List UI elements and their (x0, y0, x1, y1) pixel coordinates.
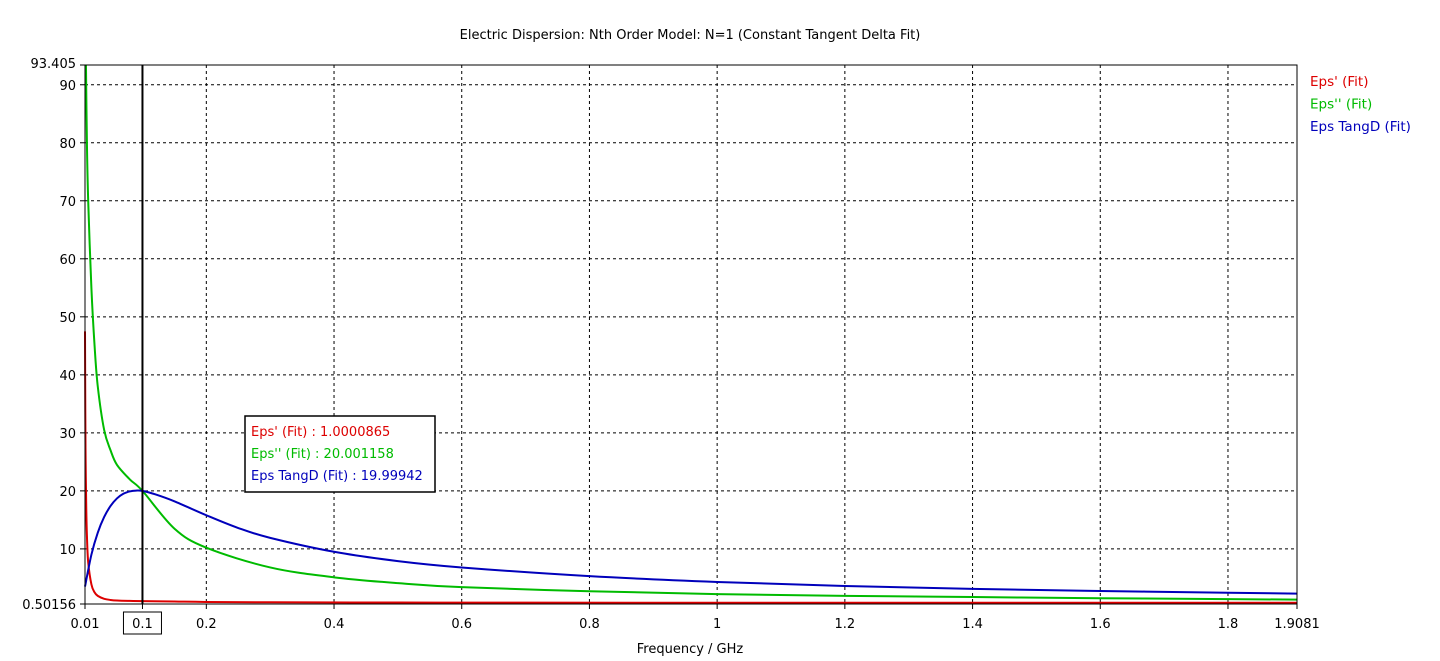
x-tick-label: 0.4 (324, 617, 345, 632)
x-axis-label: Frequency / GHz (637, 642, 744, 657)
y-axis: 93.405 90 80 70 60 50 40 30 20 10 0.50156 (22, 57, 85, 613)
y-tick-label: 80 (59, 137, 76, 152)
chart-title: Electric Dispersion: Nth Order Model: N=… (460, 28, 921, 43)
legend: Eps' (Fit) Eps'' (Fit) Eps TangD (Fit) (1310, 74, 1411, 135)
legend-item[interactable]: Eps' (Fit) (1310, 74, 1369, 90)
y-tick-label: 90 (59, 79, 76, 94)
legend-item[interactable]: Eps'' (Fit) (1310, 97, 1372, 113)
y-tick-label: 10 (59, 543, 76, 558)
x-tick-label: 0.6 (451, 617, 472, 632)
plot-area[interactable] (84, 64, 1298, 605)
x-tick-label: 1.8 (1218, 617, 1239, 632)
y-tick-label: 30 (59, 427, 76, 442)
x-tick-label: 1.2 (835, 617, 856, 632)
x-tick-label: 0.2 (196, 617, 217, 632)
y-tick-label: 0.50156 (22, 598, 76, 613)
y-tick-label: 40 (59, 369, 76, 384)
cursor-layer: Eps' (Fit) : 1.0000865 Eps'' (Fit) : 20.0… (122, 65, 436, 635)
series-line-eps-tangd-fit (84, 489, 1298, 595)
grid (85, 65, 1297, 604)
series-line-eps-fit (84, 65, 1298, 601)
cursor-readout-text: Eps'' (Fit) : 20.001158 (251, 447, 394, 462)
cursor-readout-text: Eps TangD (Fit) : 19.99942 (251, 469, 423, 484)
y-tick-label: 60 (59, 253, 76, 268)
y-tick-label: 70 (59, 195, 76, 210)
x-tick-label: 0.1 (132, 617, 153, 632)
series-layer (84, 65, 1298, 604)
legend-item[interactable]: Eps TangD (Fit) (1310, 119, 1411, 135)
series-line-eps-fit (84, 331, 1297, 604)
x-tick-label: 1.4 (962, 617, 983, 632)
y-tick-label: 50 (59, 311, 76, 326)
cursor-x-marker (122, 611, 162, 635)
cursor-readout-text: Eps' (Fit) : 1.0000865 (251, 425, 390, 440)
x-tick-label: 1.6 (1090, 617, 1111, 632)
cursor-readout-box (244, 415, 436, 493)
x-tick-label: 0.8 (579, 617, 600, 632)
x-tick-label: 1 (713, 617, 721, 632)
x-tick-label: 0.01 (71, 617, 100, 632)
y-tick-label: 20 (59, 485, 76, 500)
x-tick-label: 1.9081 (1274, 617, 1320, 632)
y-tick-label: 93.405 (31, 57, 77, 72)
x-axis: 0.01 0.1 0.2 0.4 0.6 0.8 1 1.2 1.4 1.6 1.8 1.9081 (71, 604, 1320, 632)
